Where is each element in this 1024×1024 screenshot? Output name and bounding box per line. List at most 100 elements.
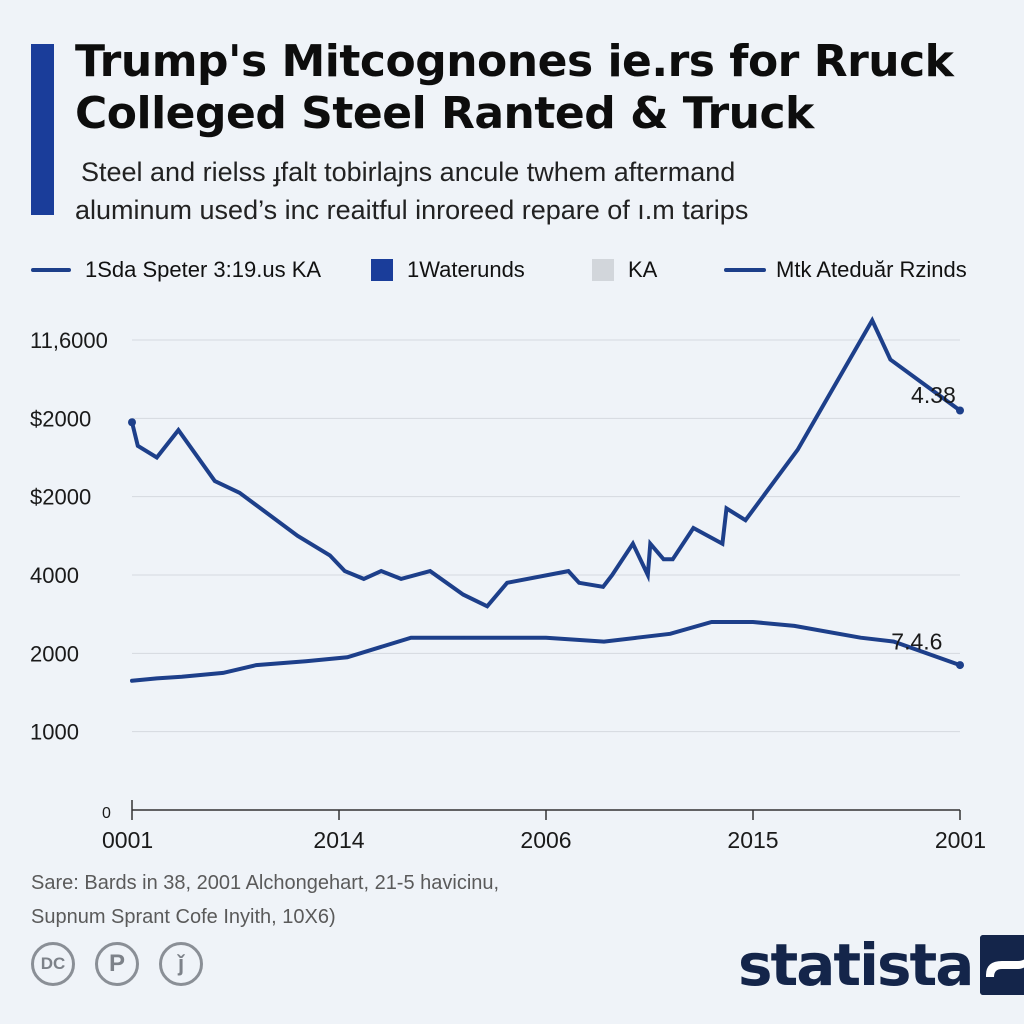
x-tick-label: 2001 — [935, 827, 986, 853]
data-point — [859, 636, 863, 640]
legend-line-swatch-icon — [724, 268, 766, 272]
chart-subtitle: Steel and rielss ɟfalt tobirlajns ancule… — [75, 153, 1005, 229]
data-point — [485, 604, 489, 608]
legend-label: KA — [628, 257, 658, 282]
data-point — [648, 542, 652, 546]
subtitle-line-1: Steel and rielss ɟfalt tobirlajns ancule… — [81, 157, 736, 187]
data-point — [671, 557, 675, 561]
data-point — [130, 679, 134, 683]
legend-item-speter[interactable]: 1Sda Speter 3:19.us KA — [31, 252, 321, 288]
data-point — [566, 569, 570, 573]
x-tick-label: 2015 — [727, 827, 778, 853]
y-tick-label: $2000 — [30, 406, 91, 431]
data-point — [635, 636, 639, 640]
legend-label: 1Waterunds — [407, 257, 525, 282]
data-point — [296, 534, 300, 538]
series-start-marker — [128, 418, 136, 427]
data-point — [155, 676, 159, 680]
data-point — [792, 624, 796, 628]
chart-legend: 1Sda Speter 3:19.us KA 1Waterunds KA Mtk… — [0, 252, 1024, 288]
data-point — [577, 581, 581, 585]
series-end-marker — [956, 406, 964, 415]
data-point — [238, 491, 242, 495]
data-point — [176, 428, 180, 432]
source-line-2: Supnum Sprant Cofe Inyith, 10X6) — [31, 906, 336, 928]
creative-commons-icon[interactable]: DC — [31, 942, 75, 986]
data-point — [602, 640, 606, 644]
data-point — [409, 636, 413, 640]
data-annotation: 7.4.6 — [891, 629, 942, 655]
data-point — [544, 636, 548, 640]
x-tick-label: 0001 — [102, 827, 153, 853]
data-point — [725, 506, 729, 510]
legend-label: 1Sda Speter 3:19.us KA — [85, 257, 322, 282]
data-point — [668, 632, 672, 636]
title-line-2: Colleged Steel Ranted & Truck — [75, 88, 814, 139]
data-point — [136, 444, 140, 448]
series-end-marker — [956, 661, 964, 670]
data-point — [691, 526, 695, 530]
data-point — [646, 573, 650, 577]
title-accent-bar — [31, 44, 54, 215]
data-point — [662, 557, 666, 561]
info-icon[interactable]: ǰ — [159, 942, 203, 986]
data-point — [379, 569, 383, 573]
legend-item-atedua[interactable]: Mtk Ateduăr Rzinds — [724, 252, 967, 288]
data-point — [399, 577, 403, 581]
x-tick-label: 2006 — [520, 827, 571, 853]
legend-line-swatch-icon — [31, 268, 71, 272]
source-note: Sare: Bards in 38, 2001 Alchongehart, 21… — [31, 866, 651, 934]
legend-label: Mtk Ateduăr Rzinds — [776, 257, 967, 282]
y-tick-label: 2000 — [30, 641, 79, 666]
data-point — [720, 542, 724, 546]
data-point — [180, 675, 184, 679]
chart-grid — [132, 339, 960, 733]
chart-axes — [131, 800, 961, 820]
brand-wordmark: statista — [738, 931, 974, 999]
data-point — [888, 358, 892, 362]
legend-item-ka[interactable]: KA — [592, 252, 657, 288]
y-tick-label: $2000 — [30, 485, 91, 510]
title-line-1: Trump's Mitcognones ie.rs for Rruck — [75, 36, 954, 87]
data-point — [343, 569, 347, 573]
data-point — [213, 479, 217, 483]
data-point — [710, 620, 714, 624]
legend-item-waterunds[interactable]: 1Waterunds — [371, 252, 525, 288]
data-point — [362, 577, 366, 581]
data-point — [221, 671, 225, 675]
data-point — [892, 640, 896, 644]
series-line-2 — [130, 620, 962, 683]
data-point — [631, 542, 635, 546]
data-point — [254, 663, 258, 667]
legend-box-swatch-icon — [371, 259, 393, 281]
series-line-1 — [130, 316, 962, 609]
data-point — [304, 659, 308, 663]
chart-series — [128, 316, 964, 683]
data-point — [505, 581, 509, 585]
data-point — [345, 655, 349, 659]
data-point — [428, 569, 432, 573]
y-tick-label: 1000 — [30, 720, 79, 745]
data-point — [461, 636, 465, 640]
line-chart: 11,6000 $2000 $2000 4000 2000 1000 0 0001 2014 20… — [30, 316, 986, 853]
data-point — [610, 573, 614, 577]
data-point — [328, 553, 332, 557]
legend-box-swatch-icon — [592, 259, 614, 281]
statista-mark-icon — [980, 935, 1024, 995]
data-annotation: 4.38 — [911, 382, 956, 408]
y-tick-label: 0 — [102, 805, 111, 822]
public-domain-icon[interactable]: P — [95, 942, 139, 986]
chart-labels: 11,6000 $2000 $2000 4000 2000 1000 0 0001 2014 20… — [30, 328, 986, 853]
y-tick-label: 4000 — [30, 563, 79, 588]
data-point — [796, 448, 800, 452]
data-point — [744, 518, 748, 522]
data-point — [751, 620, 755, 624]
y-tick-label: 11,6000 — [30, 328, 108, 353]
statista-logo[interactable]: statista — [738, 930, 1024, 1000]
subtitle-line-2: aluminum used’s inc reaitful inroreed re… — [75, 195, 749, 225]
data-point — [155, 456, 159, 459]
x-tick-label: 2014 — [313, 827, 364, 853]
data-point — [870, 318, 874, 322]
data-point — [461, 593, 465, 597]
source-line-1: Sare: Bards in 38, 2001 Alchongehart, 21… — [31, 872, 500, 894]
